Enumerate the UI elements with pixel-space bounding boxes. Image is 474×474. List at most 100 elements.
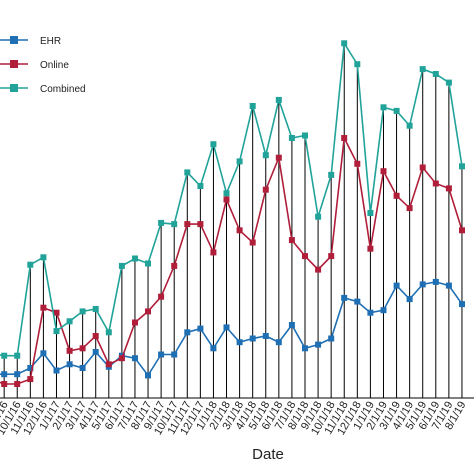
drop-lines (3, 43, 463, 398)
data-point-ehr (197, 325, 204, 332)
data-point-ehr (158, 351, 165, 358)
data-point-combined (184, 169, 191, 176)
data-point-online (171, 262, 178, 269)
data-point-online (315, 266, 322, 273)
data-point-combined (354, 61, 361, 68)
data-point-online (354, 160, 361, 167)
series-layer (0, 40, 465, 387)
data-point-ehr (380, 307, 387, 314)
data-point-online (223, 196, 230, 203)
data-point-online (432, 180, 439, 187)
data-point-online (406, 205, 413, 212)
data-point-ehr (262, 333, 269, 339)
series-line-online (0, 135, 463, 385)
data-point-combined (249, 103, 256, 109)
series-online (0, 135, 465, 387)
data-point-combined (459, 163, 465, 170)
legend-marker (10, 60, 18, 68)
data-point-ehr (40, 350, 47, 357)
data-point-ehr (53, 367, 60, 374)
data-point-ehr (315, 341, 322, 348)
data-point-combined (40, 254, 47, 261)
data-point-online (328, 253, 335, 260)
data-point-ehr (14, 371, 21, 378)
legend-marker (10, 84, 18, 92)
data-point-combined (406, 122, 413, 129)
data-point-combined (118, 262, 125, 269)
data-point-online (158, 293, 165, 300)
data-point-online (105, 361, 112, 368)
data-point-ehr (354, 298, 361, 305)
data-point-ehr (406, 296, 413, 303)
data-point-online (341, 135, 348, 141)
data-point-online (27, 376, 34, 383)
data-point-online (118, 355, 125, 362)
data-point-combined (92, 306, 99, 312)
data-point-combined (393, 107, 400, 114)
data-point-combined (380, 104, 387, 111)
data-point-online (236, 227, 243, 234)
data-point-online (14, 381, 21, 387)
data-point-ehr (341, 294, 348, 301)
x-tick-labels: 7/1/168/1/169/1/1610/1/1611/1/1612/1/161… (0, 400, 469, 438)
data-point-combined (27, 261, 34, 268)
data-point-online (145, 308, 151, 315)
data-point-ehr (92, 349, 99, 355)
data-point-combined (328, 171, 335, 178)
data-point-combined (158, 219, 165, 226)
data-point-ehr (419, 281, 426, 288)
data-point-ehr (288, 322, 295, 328)
data-point-online (79, 345, 86, 352)
data-point-ehr (367, 309, 374, 316)
data-point-ehr (145, 372, 151, 379)
data-point-online (92, 333, 99, 339)
data-point-online (262, 186, 269, 193)
data-point-ehr (132, 355, 138, 362)
legend: EHR Online Combined (0, 36, 86, 95)
data-point-online (1, 381, 8, 387)
data-point-ehr (236, 339, 243, 346)
data-point-ehr (66, 361, 73, 368)
legend-item: Combined (0, 84, 86, 95)
data-point-online (419, 164, 426, 171)
data-point-ehr (1, 371, 8, 378)
data-point-combined (341, 40, 348, 47)
data-point-online (53, 309, 60, 316)
data-point-ehr (445, 282, 452, 289)
data-point-ehr (27, 365, 34, 371)
legend-label: Online (40, 60, 69, 71)
data-point-ehr (79, 365, 86, 371)
data-point-combined (1, 352, 8, 359)
data-point-online (197, 221, 204, 228)
data-point-online (393, 192, 400, 199)
data-point-combined (145, 260, 151, 267)
data-point-combined (53, 328, 60, 335)
data-point-online (40, 304, 47, 311)
data-point-ehr (171, 351, 178, 358)
data-point-combined (236, 158, 243, 165)
legend-item: EHR (0, 36, 61, 47)
legend-label: EHR (40, 36, 61, 47)
data-point-online (249, 239, 256, 246)
data-point-online (302, 253, 308, 260)
data-point-online (66, 347, 73, 354)
data-point-combined (171, 221, 178, 228)
data-point-ehr (223, 324, 230, 331)
data-point-combined (432, 71, 439, 77)
data-point-combined (315, 213, 322, 220)
series-combined (0, 40, 465, 359)
data-point-ehr (302, 345, 308, 352)
legend-item: Online (0, 60, 69, 71)
data-point-combined (79, 308, 86, 315)
data-point-combined (210, 141, 217, 148)
data-point-combined (197, 183, 204, 189)
data-point-combined (367, 210, 374, 216)
data-point-combined (105, 329, 112, 336)
data-point-combined (419, 66, 426, 73)
data-point-ehr (210, 345, 217, 352)
data-point-online (367, 245, 374, 252)
data-point-combined (66, 318, 73, 325)
data-point-combined (132, 255, 138, 262)
data-point-combined (14, 352, 21, 359)
